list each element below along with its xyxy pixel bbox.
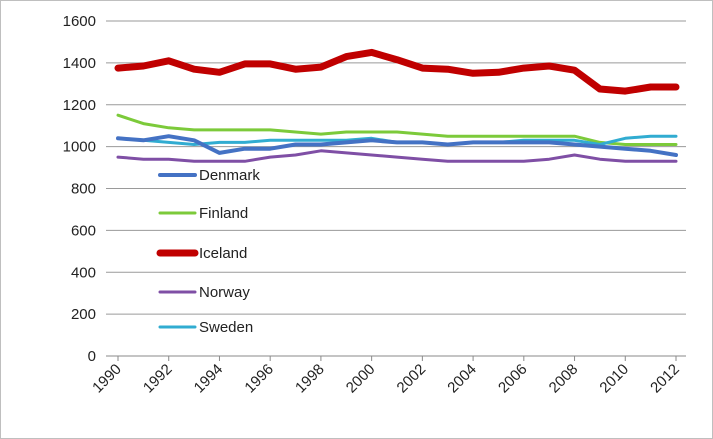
legend-label-norway: Norway	[199, 284, 250, 301]
series-line-denmark	[116, 134, 678, 157]
y-tick-label: 1000	[63, 139, 96, 156]
legend-label-sweden: Sweden	[199, 319, 253, 336]
x-axis-ticks: 1990 1992 1994 1996 1998 2000 2002 2004 2006 2008…	[89, 356, 683, 396]
series-line-iceland	[114, 48, 680, 95]
x-tick-label: 1992	[140, 361, 176, 397]
y-tick-label: 0	[88, 348, 96, 365]
legend-label-denmark: Denmark	[199, 167, 260, 184]
legend-label-finland: Finland	[199, 205, 248, 222]
y-tick-label: 400	[71, 264, 96, 281]
x-tick-label: 2000	[343, 361, 379, 397]
y-axis-ticks: 0 200 400 600 800 1000 1200 1400 1600	[63, 13, 96, 365]
y-tick-label: 1600	[63, 13, 96, 30]
x-tick-label: 2008	[546, 361, 582, 397]
x-tick-label: 2006	[495, 361, 531, 397]
series-line-finland	[116, 113, 678, 146]
x-tick-label: 2002	[394, 361, 430, 397]
y-tick-label: 1400	[63, 55, 96, 72]
legend: Denmark Finland Iceland Norway Sweden	[156, 167, 260, 336]
y-tick-label: 800	[71, 181, 96, 198]
y-tick-label: 1200	[63, 97, 96, 114]
x-tick-label: 1990	[89, 361, 125, 397]
x-tick-label: 2012	[647, 361, 683, 397]
legend-label-iceland: Iceland	[199, 245, 247, 262]
y-tick-label: 200	[71, 306, 96, 323]
series-lines	[114, 48, 680, 163]
x-tick-label: 1998	[292, 361, 328, 397]
x-tick-label: 2004	[444, 361, 480, 397]
series-line-norway	[116, 149, 678, 163]
x-tick-label: 2010	[596, 361, 632, 397]
x-tick-label: 1994	[191, 361, 227, 397]
y-tick-label: 600	[71, 222, 96, 239]
x-tick-label: 1996	[241, 361, 277, 397]
